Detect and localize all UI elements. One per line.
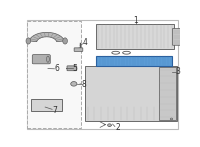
FancyBboxPatch shape: [32, 55, 50, 64]
FancyBboxPatch shape: [96, 24, 174, 49]
FancyBboxPatch shape: [159, 67, 176, 120]
Text: 5: 5: [73, 64, 78, 73]
Text: 8: 8: [82, 80, 87, 89]
Circle shape: [108, 124, 111, 127]
Text: 1: 1: [133, 16, 138, 25]
FancyBboxPatch shape: [172, 29, 181, 45]
FancyBboxPatch shape: [31, 99, 62, 111]
Polygon shape: [29, 32, 64, 42]
Ellipse shape: [47, 56, 49, 62]
Ellipse shape: [63, 38, 67, 44]
FancyBboxPatch shape: [96, 56, 172, 66]
Text: 4: 4: [83, 38, 88, 47]
FancyBboxPatch shape: [27, 20, 178, 129]
FancyBboxPatch shape: [85, 66, 177, 121]
Ellipse shape: [26, 38, 31, 44]
Text: 7: 7: [52, 106, 57, 115]
Text: 3: 3: [175, 67, 180, 76]
FancyBboxPatch shape: [67, 66, 77, 71]
FancyBboxPatch shape: [27, 21, 81, 128]
Circle shape: [170, 118, 173, 120]
Text: 6: 6: [54, 64, 59, 73]
Ellipse shape: [71, 82, 77, 86]
Text: 2: 2: [115, 123, 120, 132]
FancyBboxPatch shape: [74, 48, 83, 51]
